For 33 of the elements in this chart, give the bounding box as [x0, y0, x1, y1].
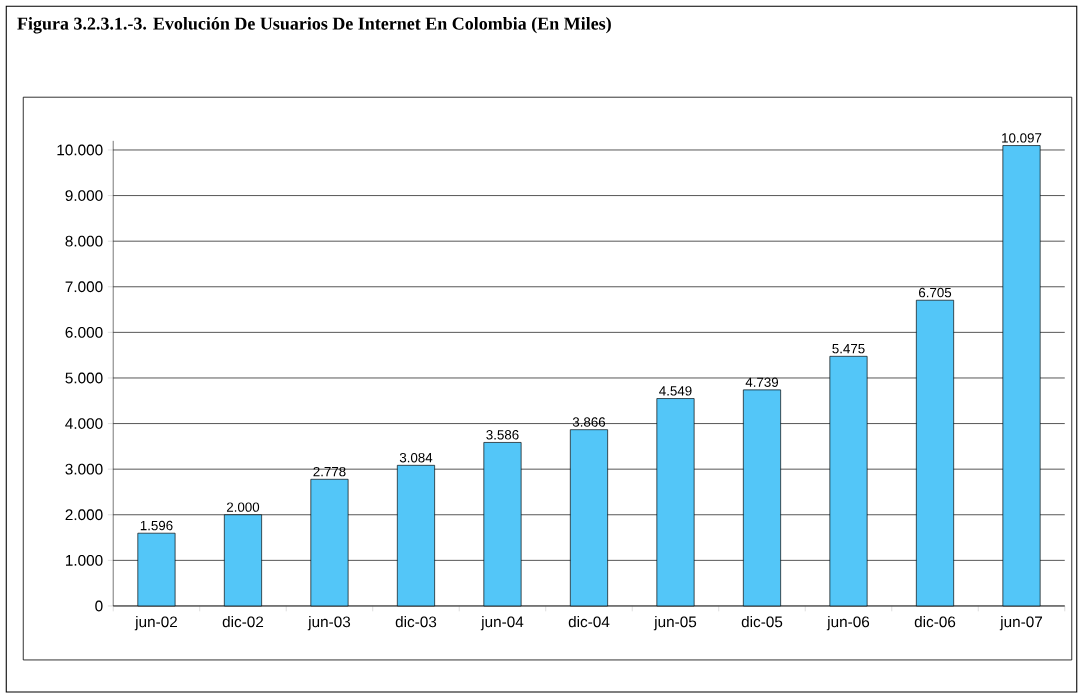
- x-tick-label: jun-03: [307, 615, 351, 631]
- y-tick-label: 3.000: [65, 463, 103, 475]
- x-tick-label: jun-04: [480, 615, 524, 631]
- data-label: 2.778: [313, 466, 346, 477]
- x-tick-label: dic-06: [914, 615, 956, 628]
- y-tick-label: 10.000: [57, 144, 103, 156]
- x-tick-label: jun-05: [653, 615, 697, 631]
- y-tick-label: 2.000: [65, 509, 103, 521]
- data-label: 5.475: [832, 343, 865, 354]
- data-label: 10.097: [1002, 133, 1042, 143]
- x-tick-label: dic-02: [222, 615, 264, 628]
- x-tick-label: jun-06: [826, 615, 870, 631]
- data-label: 3.084: [399, 452, 433, 463]
- y-tick-label: 0: [95, 600, 103, 612]
- data-label: 2.000: [226, 502, 260, 512]
- y-tick-label: 8.000: [65, 235, 103, 247]
- y-tick-label: 5.000: [65, 372, 103, 384]
- x-tick-label: dic-05: [741, 615, 783, 628]
- data-label: 4.549: [659, 386, 692, 396]
- x-tick-label: jun-02: [134, 615, 177, 631]
- data-label: 6.705: [919, 287, 952, 298]
- data-label: 1.596: [140, 520, 173, 531]
- x-tick-label: dic-04: [568, 615, 610, 628]
- data-label: 4.739: [745, 377, 779, 387]
- x-tick-label: dic-03: [395, 615, 437, 628]
- y-tick-label: 9.000: [65, 190, 103, 201]
- y-tick-label: 6.000: [65, 326, 103, 338]
- data-label: 3.586: [486, 429, 519, 440]
- y-tick-label: 7.000: [65, 281, 103, 293]
- y-tick-label: 4.000: [65, 418, 103, 429]
- y-tick-label: 1.000: [65, 554, 103, 566]
- x-tick-label: jun-07: [999, 615, 1043, 631]
- chart-title: Figura 3.2.3.1.-3. Evolución De Usuarios De Internet En Colombia (En Miles): [17, 16, 611, 34]
